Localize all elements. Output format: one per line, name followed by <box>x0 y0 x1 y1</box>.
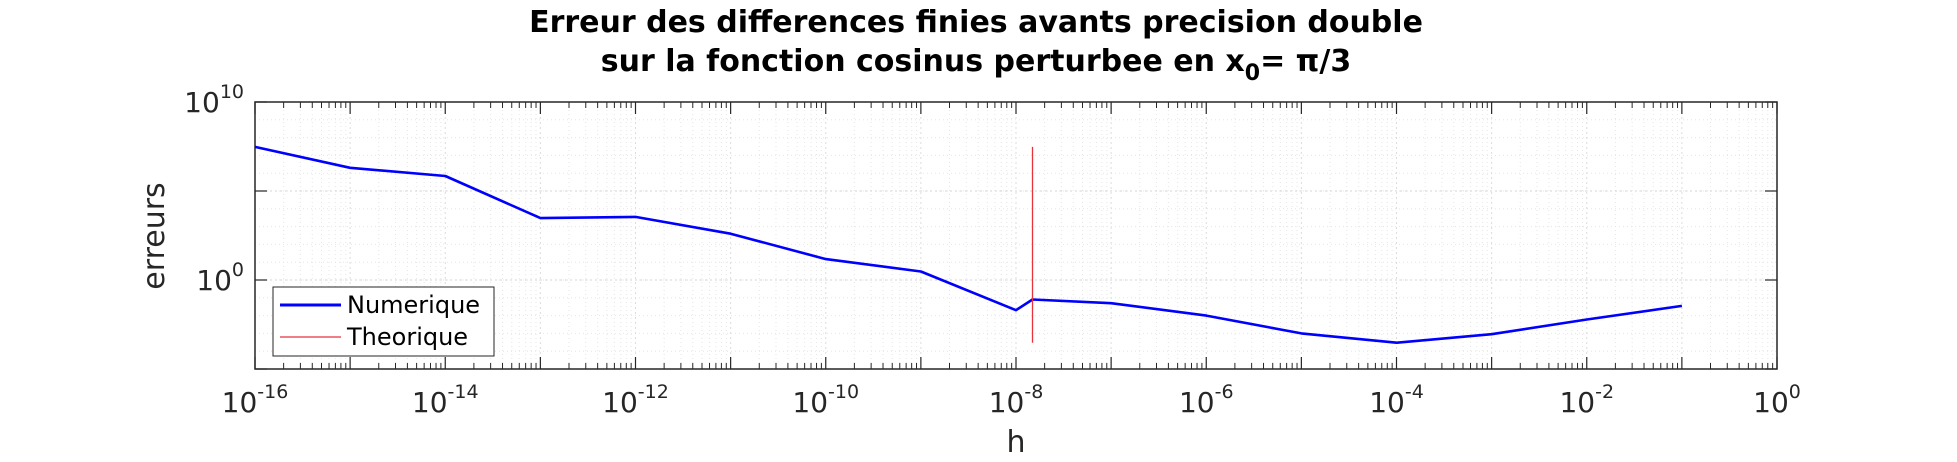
x-tick-label: 10-10 <box>792 381 859 419</box>
y-tick-labels: 1010 100 <box>184 81 244 297</box>
x-tick-label: 10-6 <box>1179 381 1234 419</box>
y-axis-label: erreurs <box>137 182 172 289</box>
axis-ticks <box>254 101 1778 370</box>
legend-box <box>272 286 495 357</box>
chart-title-line2-subscript: 0 <box>1245 61 1260 86</box>
x-tick-label: 100 <box>1753 381 1801 419</box>
x-tick-label: 10-16 <box>222 381 289 419</box>
y-tick-label: 100 <box>196 259 244 297</box>
series-layer <box>254 145 1683 345</box>
legend: Numerique Theorique <box>272 286 495 357</box>
series-line-numerique <box>254 145 1683 345</box>
legend-label-theorique: Theorique <box>346 323 468 351</box>
x-tick-label: 10-2 <box>1559 381 1614 419</box>
x-tick-label: 10-12 <box>602 381 669 419</box>
x-tick-labels: 10-16 10-14 10-12 10-10 10-8 10-6 10-4 10-2 100 <box>222 381 1801 419</box>
chart-title-line2-prefix: sur la fonction cosinus perturbee en x <box>601 44 1245 79</box>
x-axis-label: h <box>1006 425 1025 460</box>
chart-title-line2: sur la fonction cosinus perturbee en x0=… <box>601 44 1352 86</box>
chart-title-line1: Erreur des differences finies avants pre… <box>529 5 1423 40</box>
x-tick-label: 10-8 <box>989 381 1044 419</box>
legend-label-numerique: Numerique <box>347 291 480 319</box>
chart-title-line2-suffix: = π/3 <box>1260 44 1351 79</box>
x-tick-label: 10-14 <box>412 381 479 419</box>
y-tick-label: 1010 <box>184 81 244 119</box>
x-tick-label: 10-4 <box>1369 381 1424 419</box>
